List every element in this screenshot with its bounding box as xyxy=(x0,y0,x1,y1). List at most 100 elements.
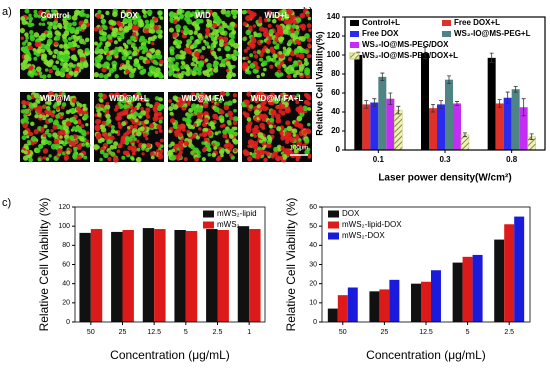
cell xyxy=(56,54,63,60)
cell xyxy=(80,23,87,30)
scale-bar-label: 100μm xyxy=(290,146,308,152)
bar xyxy=(421,281,431,322)
cell xyxy=(160,144,164,148)
cell xyxy=(209,71,214,76)
cell xyxy=(183,140,190,147)
x-axis-label: Laser power density(W/cm²) xyxy=(378,173,511,184)
legend-label: WS₂-IO@MS-PEG/DOX xyxy=(362,40,449,49)
x-axis-label: Concentration (μg/mL) xyxy=(110,348,230,362)
cell xyxy=(232,64,236,69)
cell xyxy=(63,38,69,44)
cell xyxy=(44,109,49,114)
cell xyxy=(249,43,256,49)
cell xyxy=(99,157,103,162)
x-tick-label: 25 xyxy=(381,329,389,336)
cell xyxy=(82,40,87,45)
cell xyxy=(118,124,123,129)
cell xyxy=(105,109,110,114)
cell xyxy=(47,25,52,31)
cell xyxy=(72,153,78,159)
cell xyxy=(23,143,29,149)
cell xyxy=(128,56,133,60)
cell xyxy=(93,72,100,78)
cell xyxy=(103,61,110,68)
cell xyxy=(85,13,90,19)
cell xyxy=(168,149,172,153)
cell xyxy=(279,72,284,77)
bar xyxy=(430,270,441,322)
cell xyxy=(114,107,118,112)
cell xyxy=(278,15,282,20)
cell xyxy=(54,35,61,41)
error-bar xyxy=(497,99,502,108)
cell xyxy=(178,100,184,107)
y-tick-label: 40 xyxy=(62,281,70,288)
cell xyxy=(256,74,260,79)
cell xyxy=(252,24,257,28)
cell xyxy=(296,93,301,98)
cell xyxy=(186,102,191,106)
x-tick-label: 5 xyxy=(466,329,470,336)
cell xyxy=(122,42,127,46)
cell xyxy=(175,54,181,60)
cell xyxy=(149,123,155,129)
legend-label: WS₂-IO@MS-PEG/DOX+L xyxy=(362,51,458,60)
micrograph: WID+L xyxy=(241,8,312,79)
cell xyxy=(183,94,188,99)
cell xyxy=(81,142,86,147)
cell xyxy=(136,94,142,100)
cell xyxy=(303,57,308,62)
cell xyxy=(31,68,37,74)
cell xyxy=(24,8,30,14)
cell xyxy=(58,44,64,49)
cell xyxy=(245,56,249,60)
cell xyxy=(225,53,230,58)
cell xyxy=(276,64,282,70)
cell xyxy=(175,24,181,30)
cell xyxy=(195,135,200,140)
cell xyxy=(149,151,155,157)
cell xyxy=(22,122,29,129)
cell xyxy=(80,56,86,62)
cell xyxy=(295,100,300,105)
cell xyxy=(242,21,248,27)
cell xyxy=(195,92,200,97)
cell xyxy=(193,122,197,127)
cell xyxy=(287,18,294,25)
cell xyxy=(170,154,177,161)
cell xyxy=(41,53,47,59)
cell xyxy=(117,46,124,53)
cell xyxy=(303,99,309,105)
legend-label: mWS₂ xyxy=(217,220,240,229)
cell xyxy=(35,66,42,72)
cell xyxy=(173,96,179,102)
cell xyxy=(178,145,184,151)
cell xyxy=(222,133,228,139)
cell xyxy=(267,99,274,106)
cell xyxy=(116,20,122,26)
bar xyxy=(394,109,403,151)
cell xyxy=(22,155,29,161)
cell xyxy=(83,113,89,120)
bar xyxy=(429,108,437,150)
cell xyxy=(307,96,312,101)
cell xyxy=(289,13,296,20)
cell xyxy=(177,73,184,79)
cell xyxy=(112,50,119,57)
cell xyxy=(77,62,82,67)
cell xyxy=(301,143,307,149)
cell xyxy=(212,95,216,99)
cell xyxy=(284,139,290,145)
legend-swatch xyxy=(328,221,339,229)
cell xyxy=(26,135,30,139)
cell xyxy=(158,147,162,151)
cell xyxy=(52,54,57,59)
cell xyxy=(52,64,58,71)
cell xyxy=(82,132,87,137)
cell xyxy=(195,9,200,14)
cell xyxy=(260,39,264,44)
cell xyxy=(138,55,144,61)
legend-swatch xyxy=(350,42,359,48)
cell xyxy=(23,54,30,60)
cell xyxy=(184,70,191,77)
